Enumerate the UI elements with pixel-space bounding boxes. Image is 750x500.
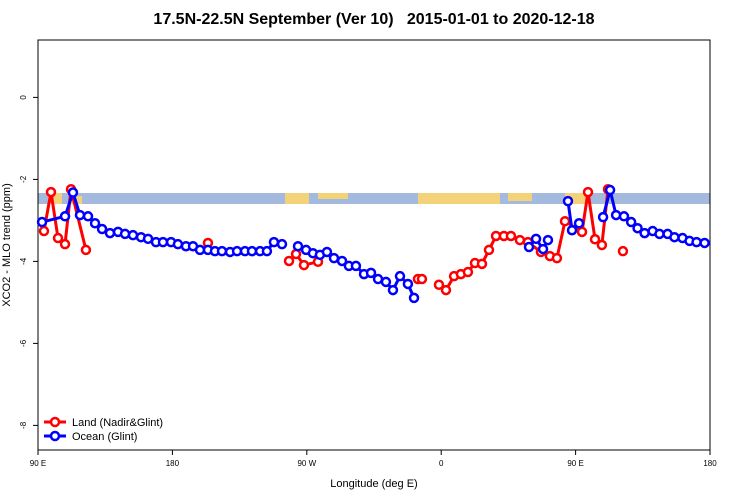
legend-marker [49,416,61,428]
series-point [268,236,280,248]
series-point [104,227,116,239]
series-point [216,245,228,257]
y-tick-label: -6 [19,339,28,347]
series-point [632,222,643,234]
series-point [582,186,594,198]
x-tick-label: 90 W [297,459,316,468]
series-point [38,225,50,237]
series-point [45,186,57,198]
series-point [336,255,348,267]
series-point [604,184,616,196]
series-point [625,216,637,228]
series-point [562,195,574,207]
series-point [365,267,377,279]
series-point [476,258,488,270]
series-point [597,211,609,223]
y-tick-label: -4 [19,257,28,265]
x-tick-label: 180 [166,459,180,468]
y-axis-label: XCO2 - MLO trend (ppm) [1,183,13,306]
legend-marker [49,430,61,442]
series-point [52,232,64,244]
series-point [505,230,517,242]
y-tick-label: -2 [19,175,28,183]
series-point [321,246,333,258]
series-point [483,244,495,256]
series-point [573,218,585,229]
series-point [669,231,680,243]
series-point [74,209,86,221]
x-tick-label: 0 [439,459,444,468]
y-tick-label: 0 [19,95,28,100]
series-point [440,284,452,296]
series-point [127,229,139,241]
series-point [576,226,588,238]
series-point [566,224,578,236]
series-point [699,237,710,249]
series-point [89,218,101,229]
series-point [82,211,94,222]
chart-title: 17.5N-22.5N September (Ver 10) 2015-01-0… [153,11,594,28]
series-point [596,239,608,251]
series-point [416,273,428,285]
series-point [67,187,79,198]
series-point [283,255,295,267]
series-point [537,243,549,255]
x-axis-label: Longitude (deg E) [330,478,417,490]
series-point [514,234,526,246]
x-tick-label: 90 E [567,459,583,468]
series-point [639,227,650,239]
series-point [617,245,629,257]
series-point [433,279,445,291]
x-tick-label: 180 [703,459,717,468]
series-point [380,276,392,288]
series-point [559,215,571,227]
series-point [523,241,535,253]
series-point [691,236,702,248]
series-point [530,233,542,245]
legend-label: Ocean (Glint) [72,431,137,443]
plot-frame [37,39,711,451]
series-point [542,234,554,246]
series-point [402,278,414,290]
series-point [96,223,108,235]
series-point [394,270,406,282]
legend-label: Land (Nadir&Glint) [72,417,163,429]
series-point [59,211,71,222]
series-point [119,228,131,240]
series-point [36,216,48,228]
series-point [589,234,601,245]
series-point [172,238,184,250]
series-point [80,244,92,256]
series-point [350,260,362,272]
series-point [261,245,273,257]
y-tick-label: -8 [19,421,28,429]
series-point [408,292,420,304]
series-point [654,228,665,240]
series-point [157,236,169,248]
series-point [59,238,71,250]
series-point [462,266,474,278]
series-point [387,284,399,296]
series-point [618,211,630,222]
series-point [551,252,563,264]
series-point [610,209,622,221]
series-point [298,259,310,271]
series-point [292,240,304,252]
series-point [276,238,288,250]
series-point [246,245,258,257]
series-point [328,252,340,264]
x-tick-label: 90 E [30,459,46,468]
